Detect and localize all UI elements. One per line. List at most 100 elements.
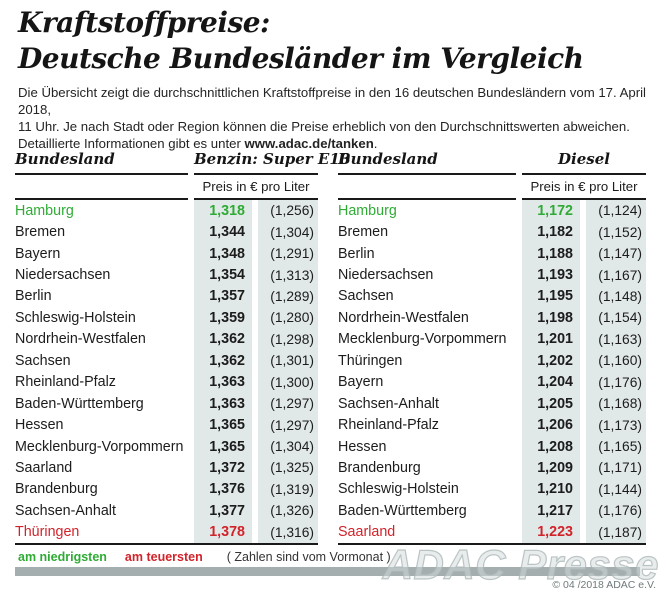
title-line-1: Kraftstoffpreise:: [18, 6, 270, 39]
bundesland-name: Mecklenburg-Vorpommern: [338, 331, 507, 348]
prev-month-price: (1,152): [586, 221, 646, 243]
table-row: Hamburg 1,172 (1,124): [338, 200, 646, 222]
current-price: 1,204: [522, 371, 580, 393]
diesel-table-header: Bundesland Diesel: [338, 150, 646, 175]
prev-month-price: (1,148): [586, 285, 646, 308]
bundesland-name: Hamburg: [15, 202, 74, 219]
current-price: 1,195: [522, 285, 580, 308]
current-price: 1,201: [522, 328, 580, 351]
table-row: Bayern 1,204 (1,176): [338, 371, 646, 393]
diesel-table: Bundesland Diesel Preis in € pro Liter H…: [338, 150, 646, 545]
table-row: Baden-Württemberg 1,217 (1,176): [338, 500, 646, 522]
bundesland-name: Bremen: [338, 224, 389, 241]
prev-month-price: (1,298): [258, 328, 318, 351]
current-price: 1,344: [194, 221, 252, 243]
prev-month-price: (1,256): [258, 200, 318, 222]
bundesland-name: Baden-Württemberg: [15, 395, 144, 412]
current-price: 1,182: [522, 221, 580, 243]
current-price: 1,359: [194, 307, 252, 329]
current-price: 1,378: [194, 521, 252, 543]
bundesland-name: Baden-Württemberg: [338, 502, 467, 519]
bundesland-name: Schleswig-Holstein: [15, 309, 136, 326]
adac-url: www.adac.de/tanken: [244, 136, 374, 151]
prev-month-price: (1,297): [258, 414, 318, 436]
table-row: Sachsen-Anhalt 1,205 (1,168): [338, 392, 646, 415]
legend-highest: am teuersten: [124, 550, 203, 564]
current-price: 1,365: [194, 435, 252, 458]
intro-line-2: 11 Uhr. Je nach Stadt oder Region können…: [18, 119, 630, 134]
intro-line-3: Detaillierte Informationen gibt es unter: [18, 136, 245, 151]
current-price: 1,210: [522, 478, 580, 501]
current-price: 1,188: [522, 242, 580, 265]
current-price: 1,354: [194, 264, 252, 286]
table-row: Bremen 1,344 (1,304): [15, 221, 318, 243]
benzin-subheader-spacer: [15, 175, 188, 200]
bundesland-name: Nordrhein-Westfalen: [338, 309, 469, 326]
current-price: 1,365: [194, 414, 252, 436]
table-row: Hamburg 1,318 (1,256): [15, 200, 318, 222]
table-row: Sachsen 1,362 (1,301): [15, 350, 318, 372]
prev-month-price: (1,168): [586, 392, 646, 415]
benzin-table-subheader: Preis in € pro Liter: [15, 175, 318, 200]
prev-month-price: (1,325): [258, 457, 318, 479]
prev-month-price: (1,304): [258, 435, 318, 458]
prev-month-price: (1,176): [586, 500, 646, 522]
bundesland-name: Niedersachsen: [15, 267, 111, 284]
current-price: 1,372: [194, 457, 252, 479]
table-row: Nordrhein-Westfalen 1,198 (1,154): [338, 307, 646, 329]
bundesland-name: Bremen: [15, 224, 66, 241]
prev-month-price: (1,291): [258, 242, 318, 265]
bundesland-name: Rheinland-Pfalz: [15, 374, 116, 391]
prev-month-price: (1,124): [586, 200, 646, 222]
page-title: Kraftstoffpreise: Deutsche Bundesländer …: [18, 5, 584, 77]
bundesland-name: Brandenburg: [15, 481, 98, 498]
current-price: 1,362: [194, 350, 252, 372]
prev-month-price: (1,297): [258, 392, 318, 415]
bundesland-name: Berlin: [338, 245, 375, 262]
table-row: Mecklenburg-Vorpommern 1,201 (1,163): [338, 328, 646, 351]
benzin-fuel-header: Benzin: Super E10: [194, 150, 350, 175]
legend-lowest: am niedrigsten: [18, 550, 107, 564]
diesel-fuel-header: Diesel: [522, 150, 646, 175]
legend: am niedrigsten am teuersten ( Zahlen sin…: [18, 550, 391, 564]
table-row: Niedersachsen 1,354 (1,313): [15, 264, 318, 286]
bundesland-name: Hessen: [338, 438, 387, 455]
prev-month-price: (1,280): [258, 307, 318, 329]
prev-month-price: (1,289): [258, 285, 318, 308]
prev-month-price: (1,326): [258, 500, 318, 522]
prev-month-price: (1,147): [586, 242, 646, 265]
table-row: Saarland 1,223 (1,187): [338, 521, 646, 543]
diesel-subheader-spacer: [338, 175, 516, 200]
benzin-table: Bundesland Benzin: Super E10 Preis in € …: [15, 150, 350, 545]
current-price: 1,172: [522, 200, 580, 222]
table-row: Berlin 1,357 (1,289): [15, 285, 318, 308]
current-price: 1,363: [194, 371, 252, 393]
current-price: 1,205: [522, 392, 580, 415]
prev-month-price: (1,160): [586, 350, 646, 372]
diesel-bundesland-header: Bundesland: [338, 150, 516, 175]
title-line-2: Deutsche Bundesländer im Vergleich: [18, 42, 584, 75]
prev-month-price: (1,144): [586, 478, 646, 501]
intro-line-1: Die Übersicht zeigt die durchschnittlich…: [18, 85, 646, 117]
bundesland-name: Schleswig-Holstein: [338, 481, 459, 498]
current-price: 1,376: [194, 478, 252, 501]
prev-month-price: (1,171): [586, 457, 646, 479]
bundesland-name: Thüringen: [338, 352, 403, 369]
current-price: 1,209: [522, 457, 580, 479]
bundesland-name: Sachsen-Anhalt: [338, 395, 439, 412]
bundesland-name: Bayern: [15, 245, 61, 262]
bundesland-name: Thüringen: [15, 524, 80, 541]
prev-month-price: (1,301): [258, 350, 318, 372]
table-row: Niedersachsen 1,193 (1,167): [338, 264, 646, 286]
benzin-table-header: Bundesland Benzin: Super E10: [15, 150, 350, 175]
prev-month-price: (1,154): [586, 307, 646, 329]
current-price: 1,223: [522, 521, 580, 543]
prev-month-price: (1,176): [586, 371, 646, 393]
diesel-price-unit-header: Preis in € pro Liter: [522, 175, 646, 200]
legend-note: ( Zahlen sind vom Vormonat ): [226, 550, 391, 564]
diesel-table-subheader: Preis in € pro Liter: [338, 175, 646, 200]
bundesland-name: Sachsen: [338, 288, 394, 305]
table-row: Berlin 1,188 (1,147): [338, 242, 646, 265]
table-row: Hessen 1,365 (1,297): [15, 414, 318, 436]
